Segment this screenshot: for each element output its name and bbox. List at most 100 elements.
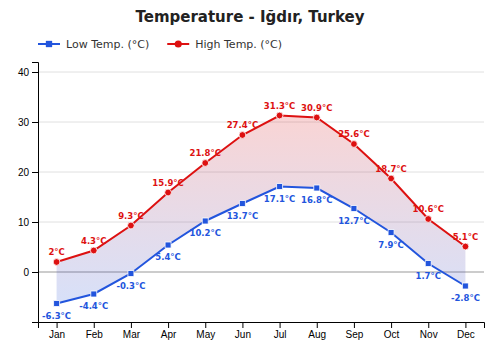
y-axis: 0 10 20 30 40	[18, 63, 39, 323]
legend-item: High Temp. (°C)	[167, 38, 282, 51]
tick-mark	[57, 322, 58, 328]
data-label: 16.8°C	[301, 195, 332, 205]
tick: 40	[18, 67, 38, 78]
data-label: 21.8°C	[190, 148, 221, 158]
marker	[202, 160, 209, 167]
marker	[202, 218, 208, 224]
marker	[388, 175, 395, 182]
marker	[128, 271, 134, 277]
marker	[314, 185, 320, 191]
grid-line	[38, 72, 484, 73]
data-label: 1.7°C	[415, 271, 441, 281]
data-label: 13.7°C	[227, 211, 258, 221]
tick-label: 30	[18, 117, 30, 128]
tick-mark	[354, 322, 355, 328]
marker	[128, 222, 135, 229]
tick-label: Jun	[235, 329, 251, 340]
marker	[462, 283, 468, 289]
data-label: -2.8°C	[451, 293, 480, 303]
tick-label: Jan	[49, 329, 65, 340]
data-layer	[53, 112, 469, 306]
tick-mark	[168, 322, 169, 328]
data-label: 12.7°C	[338, 216, 369, 226]
data-label: 5.4°C	[155, 252, 181, 262]
tick: Oct	[384, 322, 400, 340]
data-label: 18.7°C	[375, 164, 406, 174]
tick: Mar	[123, 322, 141, 340]
tick-mark	[465, 322, 466, 328]
tick: May	[196, 322, 215, 340]
data-label: 17.1°C	[264, 194, 295, 204]
tick-label: Nov	[420, 329, 438, 340]
tick: 10	[18, 217, 38, 228]
chart-svg: -6.3°C -4.4°C -0.3°C 5.4°C 10.2°C 13.7°C 17.1°…	[0, 0, 500, 350]
data-label: 10.6°C	[413, 204, 444, 214]
range-band	[57, 116, 466, 304]
tick-mark	[317, 322, 318, 328]
tick-label: Apr	[161, 329, 177, 340]
marker	[351, 141, 358, 148]
tick: 30	[18, 117, 38, 128]
tick: Nov	[420, 322, 438, 340]
tick-mark	[428, 322, 429, 328]
data-label: 2°C	[48, 247, 64, 257]
data-label: -4.4°C	[79, 301, 108, 311]
tick-label: Jul	[274, 329, 287, 340]
tick-mark	[32, 72, 38, 73]
line	[57, 116, 466, 263]
marker	[313, 114, 320, 121]
tick-mark	[32, 172, 38, 173]
grid-line	[38, 122, 484, 123]
data-label: -0.3°C	[116, 281, 145, 291]
data-label: 9.3°C	[118, 211, 144, 221]
tick-mark	[94, 322, 95, 328]
tick-mark	[131, 322, 132, 328]
tick-mark	[391, 322, 392, 328]
marker	[90, 247, 97, 254]
marker	[351, 206, 357, 212]
chart-container: -6.3°C -4.4°C -0.3°C 5.4°C 10.2°C 13.7°C 17.1°…	[0, 0, 500, 350]
tick-mark	[280, 322, 281, 328]
tick-label: 20	[18, 167, 30, 178]
tick-label: Sep	[346, 329, 364, 340]
marker	[425, 261, 431, 267]
marker	[239, 201, 245, 207]
tick: Jan	[49, 322, 65, 340]
data-labels: -6.3°C -4.4°C -0.3°C 5.4°C 10.2°C 13.7°C 17.1°…	[42, 101, 480, 321]
tick-label: 10	[18, 217, 30, 228]
tick-label: May	[196, 329, 215, 340]
tick-mark	[242, 322, 243, 328]
data-label: 31.3°C	[264, 101, 295, 111]
legend-marker	[46, 41, 52, 47]
data-label: 15.9°C	[152, 178, 183, 188]
tick-mark	[32, 122, 38, 123]
data-label: 10.2°C	[190, 228, 221, 238]
marker	[165, 189, 172, 196]
tick: Jul	[274, 322, 287, 340]
marker	[53, 259, 60, 266]
x-axis: JanFebMarAprMayJunJulAugSepOctNovDec	[39, 322, 485, 340]
data-label: -6.3°C	[42, 311, 71, 321]
tick-label: 0	[23, 267, 29, 278]
tick-label: Feb	[86, 329, 104, 340]
title: Temperature - Iğdır, Turkey	[135, 8, 364, 26]
marker	[54, 301, 60, 307]
axis-line	[39, 323, 485, 329]
tick: 20	[18, 167, 38, 178]
legend-marker	[175, 40, 182, 47]
axis-line	[32, 63, 39, 323]
tick: 0	[23, 267, 38, 278]
tick: Jun	[235, 322, 251, 340]
marker	[239, 132, 246, 139]
tick: Apr	[161, 322, 177, 340]
tick-label: 40	[18, 67, 30, 78]
marker	[91, 291, 97, 297]
tick-label: Aug	[308, 329, 326, 340]
legend-label: High Temp. (°C)	[195, 38, 282, 51]
legend: Low Temp. (°C) High Temp. (°C)	[38, 38, 282, 51]
data-label: 7.9°C	[378, 240, 404, 250]
tick-mark	[32, 222, 38, 223]
legend-item: Low Temp. (°C)	[38, 38, 149, 51]
data-label: 25.6°C	[338, 129, 369, 139]
tick: Feb	[86, 322, 104, 340]
